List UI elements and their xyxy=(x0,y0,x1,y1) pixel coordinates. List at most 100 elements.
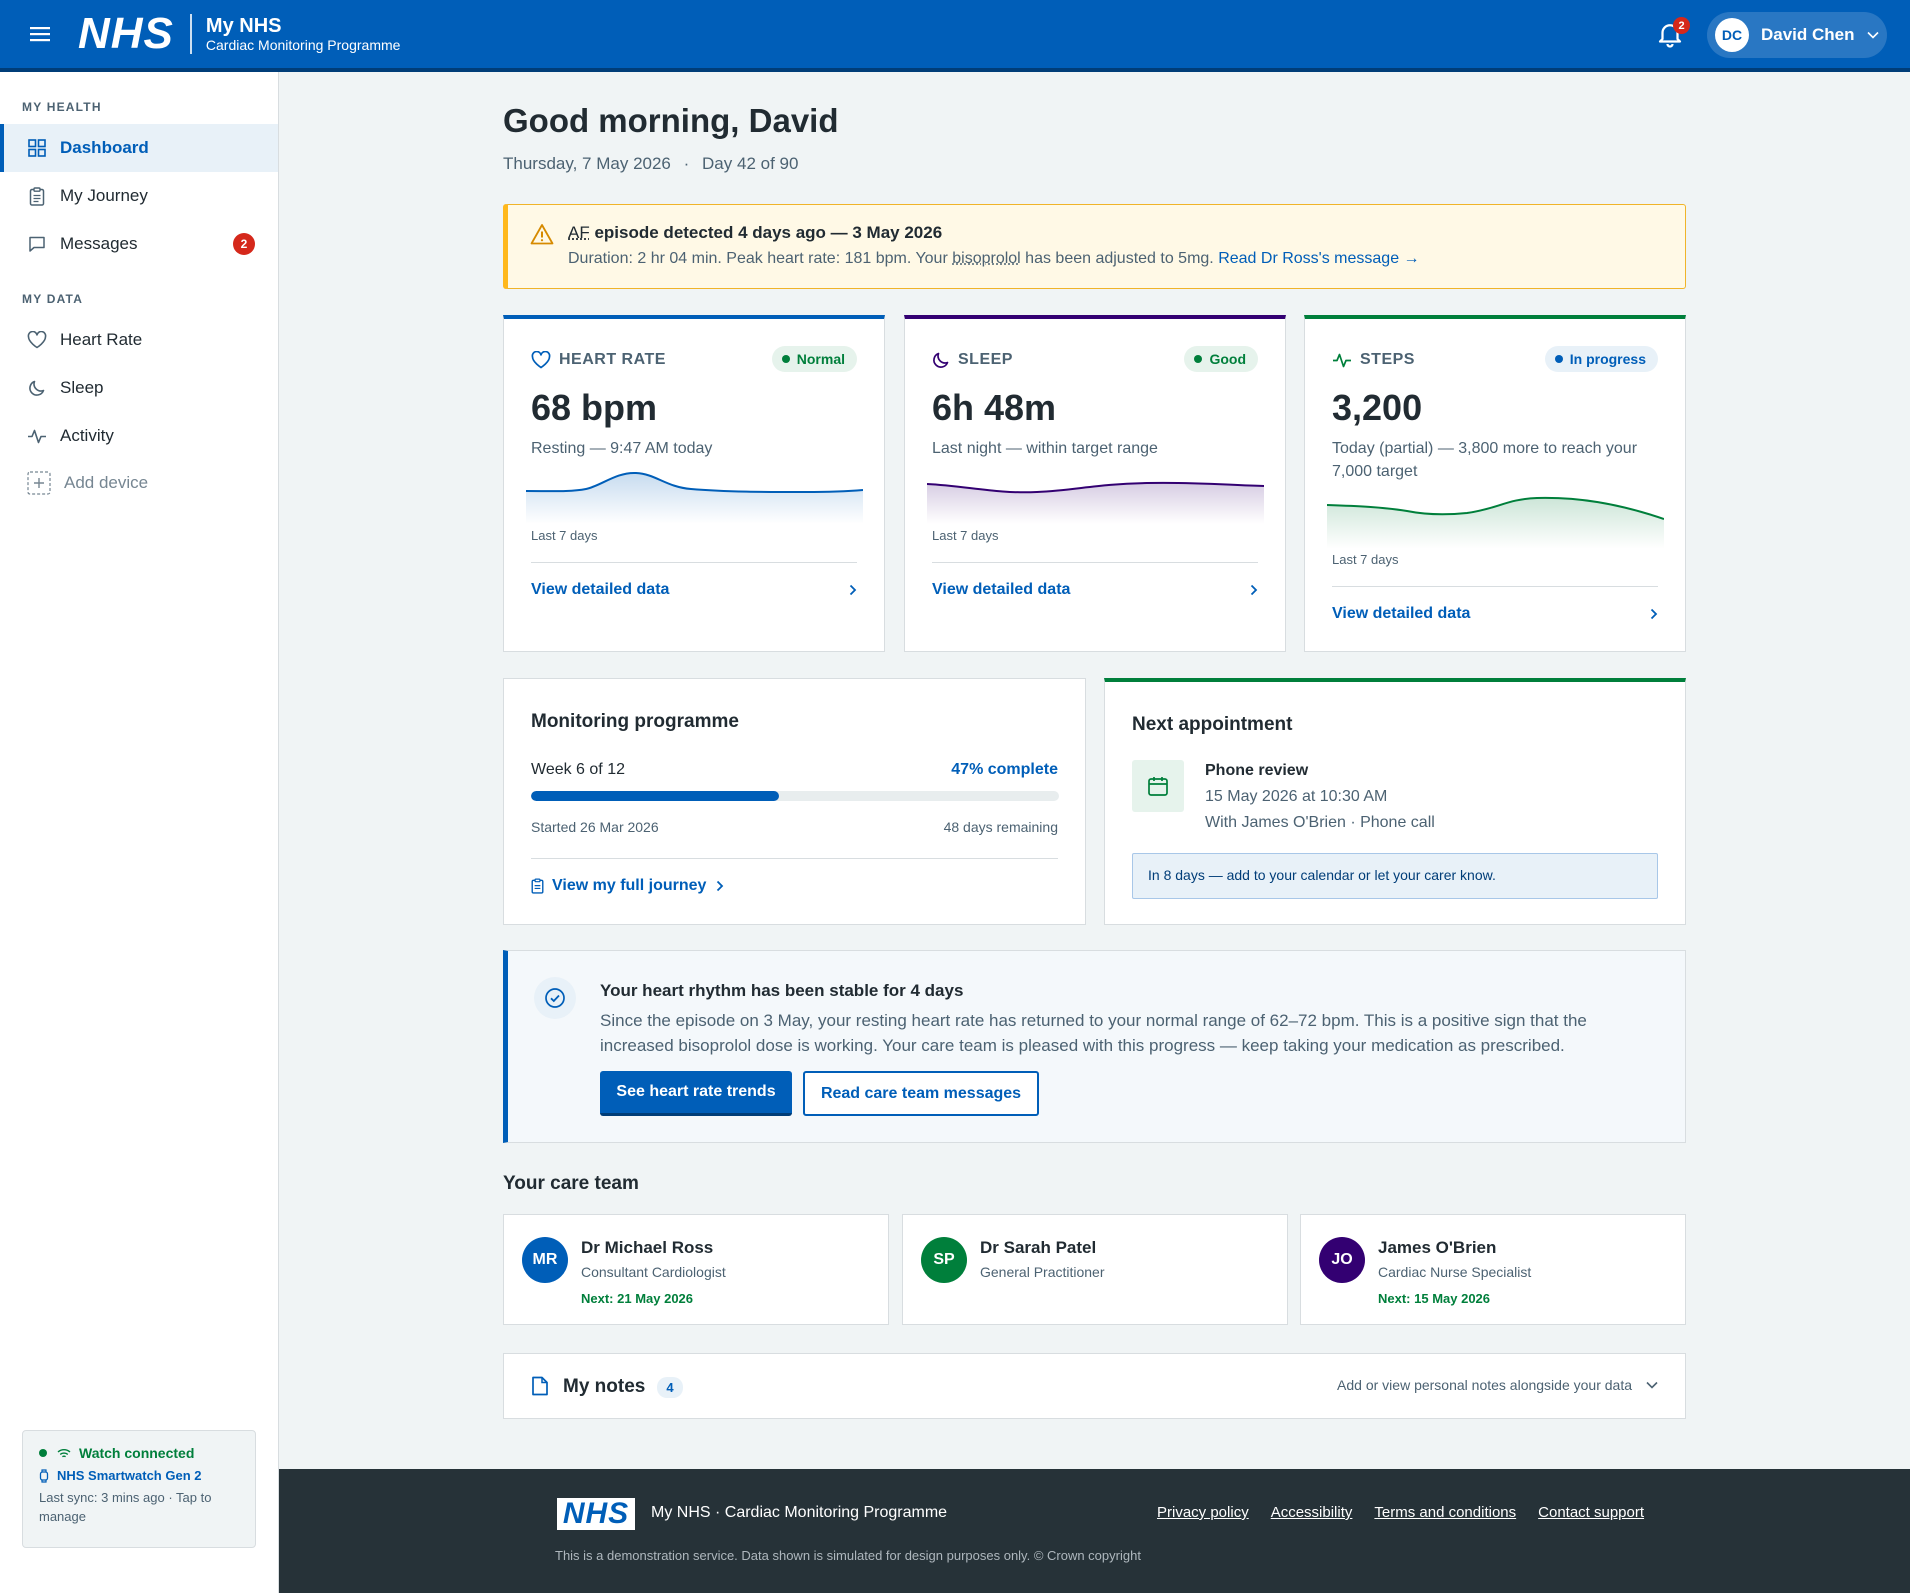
user-name: David Chen xyxy=(1761,25,1855,44)
heart-icon xyxy=(531,351,551,369)
footer-nhs-logo[interactable]: NHS xyxy=(557,1498,635,1530)
sidebar-item-label: Dashboard xyxy=(60,138,149,157)
message-icon xyxy=(26,233,48,255)
view-detailed-data-link[interactable]: View detailed data xyxy=(1332,605,1658,623)
status-badge: Normal xyxy=(771,346,857,372)
user-menu[interactable]: DC David Chen xyxy=(1707,12,1887,58)
chevron-right-icon xyxy=(717,880,724,892)
page-footer: NHS My NHS · Cardiac Monitoring Programm… xyxy=(279,1469,1910,1593)
watch-sync-text: Last sync: 3 mins ago · Tap to manage xyxy=(39,1490,212,1524)
dashboard-icon xyxy=(26,137,48,159)
appointment-reminder: In 8 days — add to your calendar or let … xyxy=(1132,853,1658,899)
privacy-policy-link[interactable]: Privacy policy xyxy=(1157,1504,1249,1521)
notes-count-badge: 4 xyxy=(657,1377,683,1398)
sleep-card: SLEEP Good 6h 48m Last night — within ta… xyxy=(904,315,1286,652)
watch-status-text: Watch connected xyxy=(79,1445,195,1461)
member-role: Cardiac Nurse Specialist xyxy=(1378,1264,1532,1280)
chevron-down-icon xyxy=(1866,31,1879,39)
moon-icon xyxy=(26,377,48,399)
notes-hint-text: Add or view personal notes alongside you… xyxy=(1337,1377,1632,1393)
read-message-link[interactable]: Read Dr Ross's message → xyxy=(1218,250,1420,267)
status-dot xyxy=(1194,355,1203,363)
sidebar: MY HEALTH Dashboard My Journey Messages … xyxy=(0,72,279,1593)
footer-service-name: My NHS · Cardiac Monitoring Programme xyxy=(651,1504,948,1521)
sidebar-item-sleep[interactable]: Sleep xyxy=(0,364,278,412)
care-team-title: Your care team xyxy=(503,1173,639,1194)
appointment-datetime: 15 May 2026 at 10:30 AM xyxy=(1205,788,1388,805)
sidebar-item-add-device[interactable]: Add device xyxy=(0,459,278,507)
care-team-member[interactable]: MR Dr Michael Ross Consultant Cardiologi… xyxy=(503,1214,889,1325)
plus-icon xyxy=(26,470,52,496)
divider xyxy=(932,562,1258,563)
sidebar-item-label: Activity xyxy=(60,426,114,445)
banner-title: Your heart rhythm has been stable for 4 … xyxy=(600,981,964,1000)
page-title: Good morning, David xyxy=(503,102,839,139)
drug-term[interactable]: bisoprolol xyxy=(952,250,1021,267)
metric-subtitle: Resting — 9:47 AM today xyxy=(531,440,713,457)
watch-device-name: NHS Smartwatch Gen 2 xyxy=(57,1468,202,1483)
alert-description: Duration: 2 hr 04 min. Peak heart rate: … xyxy=(568,250,1420,268)
notes-hint: Add or view personal notes alongside you… xyxy=(1337,1377,1658,1393)
chevron-down-icon xyxy=(1646,1381,1658,1389)
sidebar-item-my-journey[interactable]: My Journey xyxy=(0,172,278,220)
link-label: View my full journey xyxy=(552,877,707,894)
sidebar-item-label: Messages xyxy=(60,234,138,253)
sidebar-item-activity[interactable]: Activity xyxy=(0,412,278,460)
accessibility-link[interactable]: Accessibility xyxy=(1270,1504,1353,1521)
alert-desc-before: Duration: 2 hr 04 min. Peak heart rate: … xyxy=(568,250,948,267)
days-remaining: 48 days remaining xyxy=(943,819,1058,835)
nhs-logo[interactable]: NHS xyxy=(78,9,174,58)
care-team-member[interactable]: SP Dr Sarah Patel General Practitioner xyxy=(902,1214,1288,1325)
view-detailed-data-link[interactable]: View detailed data xyxy=(531,581,857,599)
member-role: General Practitioner xyxy=(980,1264,1105,1280)
chevron-right-icon xyxy=(1250,584,1258,596)
member-next-appointment: Next: 21 May 2026 xyxy=(581,1291,694,1306)
terms-link[interactable]: Terms and conditions xyxy=(1374,1504,1517,1521)
avatar: JO xyxy=(1319,1237,1365,1283)
appointment-with: With James O'Brien · Phone call xyxy=(1205,814,1435,831)
alert-desc-after: has been adjusted to 5mg. xyxy=(1025,250,1214,267)
period-label: Last 7 days xyxy=(1332,552,1399,567)
card-header: SLEEP xyxy=(932,351,1013,369)
sidebar-item-dashboard[interactable]: Dashboard xyxy=(0,124,278,172)
header-divider xyxy=(189,14,192,54)
sleep-sparkline xyxy=(927,481,1264,524)
read-care-team-messages-button[interactable]: Read care team messages xyxy=(803,1071,1039,1116)
link-label: View detailed data xyxy=(1332,605,1471,622)
af-alert: AF episode detected 4 days ago — 3 May 2… xyxy=(503,204,1686,289)
progress-bar xyxy=(531,791,1059,801)
contact-support-link[interactable]: Contact support xyxy=(1538,1504,1645,1521)
separator-dot: · xyxy=(683,154,690,173)
start-date: Started 26 Mar 2026 xyxy=(531,819,659,835)
my-notes-panel[interactable]: My notes 4 Add or view personal notes al… xyxy=(503,1353,1686,1419)
heart-rate-sparkline xyxy=(526,471,863,524)
heart-icon xyxy=(26,329,48,351)
link-label: View detailed data xyxy=(932,581,1071,598)
sidebar-item-heart-rate[interactable]: Heart Rate xyxy=(0,316,278,364)
care-team-member[interactable]: JO James O'Brien Cardiac Nurse Specialis… xyxy=(1300,1214,1686,1325)
card-label: STEPS xyxy=(1360,351,1415,368)
app-title: My NHS Cardiac Monitoring Programme xyxy=(206,15,401,54)
section-title-my-data: MY DATA xyxy=(22,292,84,306)
status-badge: Good xyxy=(1184,346,1258,372)
week-label: Week 6 of 12 xyxy=(531,761,625,778)
appointment-type: Phone review xyxy=(1205,762,1309,779)
card-label: HEART RATE xyxy=(559,351,666,368)
watch-status-card[interactable]: Watch connected NHS Smartwatch Gen 2 Las… xyxy=(22,1430,256,1548)
sidebar-item-messages[interactable]: Messages 2 xyxy=(0,220,278,268)
messages-badge: 2 xyxy=(233,233,255,255)
metric-value: 3,200 xyxy=(1332,387,1423,428)
card-label: SLEEP xyxy=(958,351,1013,368)
view-journey-link[interactable]: View my full journey xyxy=(531,877,724,895)
alert-title: AF episode detected 4 days ago — 3 May 2… xyxy=(568,223,942,243)
wifi-icon xyxy=(57,1448,71,1457)
menu-button[interactable] xyxy=(20,14,60,54)
af-abbreviation[interactable]: AF xyxy=(568,223,590,242)
see-heart-rate-trends-button[interactable]: See heart rate trends xyxy=(600,1071,792,1116)
avatar: SP xyxy=(921,1237,967,1283)
status-dot xyxy=(39,1449,47,1457)
notifications-button[interactable]: 2 xyxy=(1652,14,1690,54)
watch-device: NHS Smartwatch Gen 2 xyxy=(39,1468,239,1483)
clipboard-icon xyxy=(531,878,544,894)
view-detailed-data-link[interactable]: View detailed data xyxy=(932,581,1258,599)
